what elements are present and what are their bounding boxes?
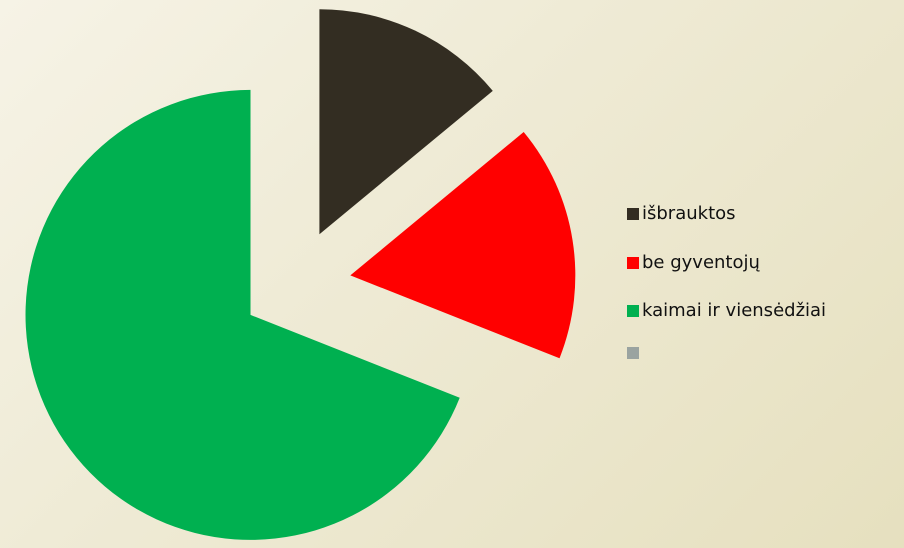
pie-slice <box>350 131 576 359</box>
legend-label: kaimai ir viensėdžiai <box>642 300 826 321</box>
legend-swatch <box>627 347 639 359</box>
legend-swatch <box>627 305 639 317</box>
legend-label: be gyventojų <box>642 252 761 273</box>
legend-swatch <box>627 257 639 269</box>
pie-slice <box>25 89 460 540</box>
pie-slice <box>319 9 493 235</box>
legend-swatch <box>627 208 639 220</box>
legend-label: išbrauktos <box>642 203 736 224</box>
